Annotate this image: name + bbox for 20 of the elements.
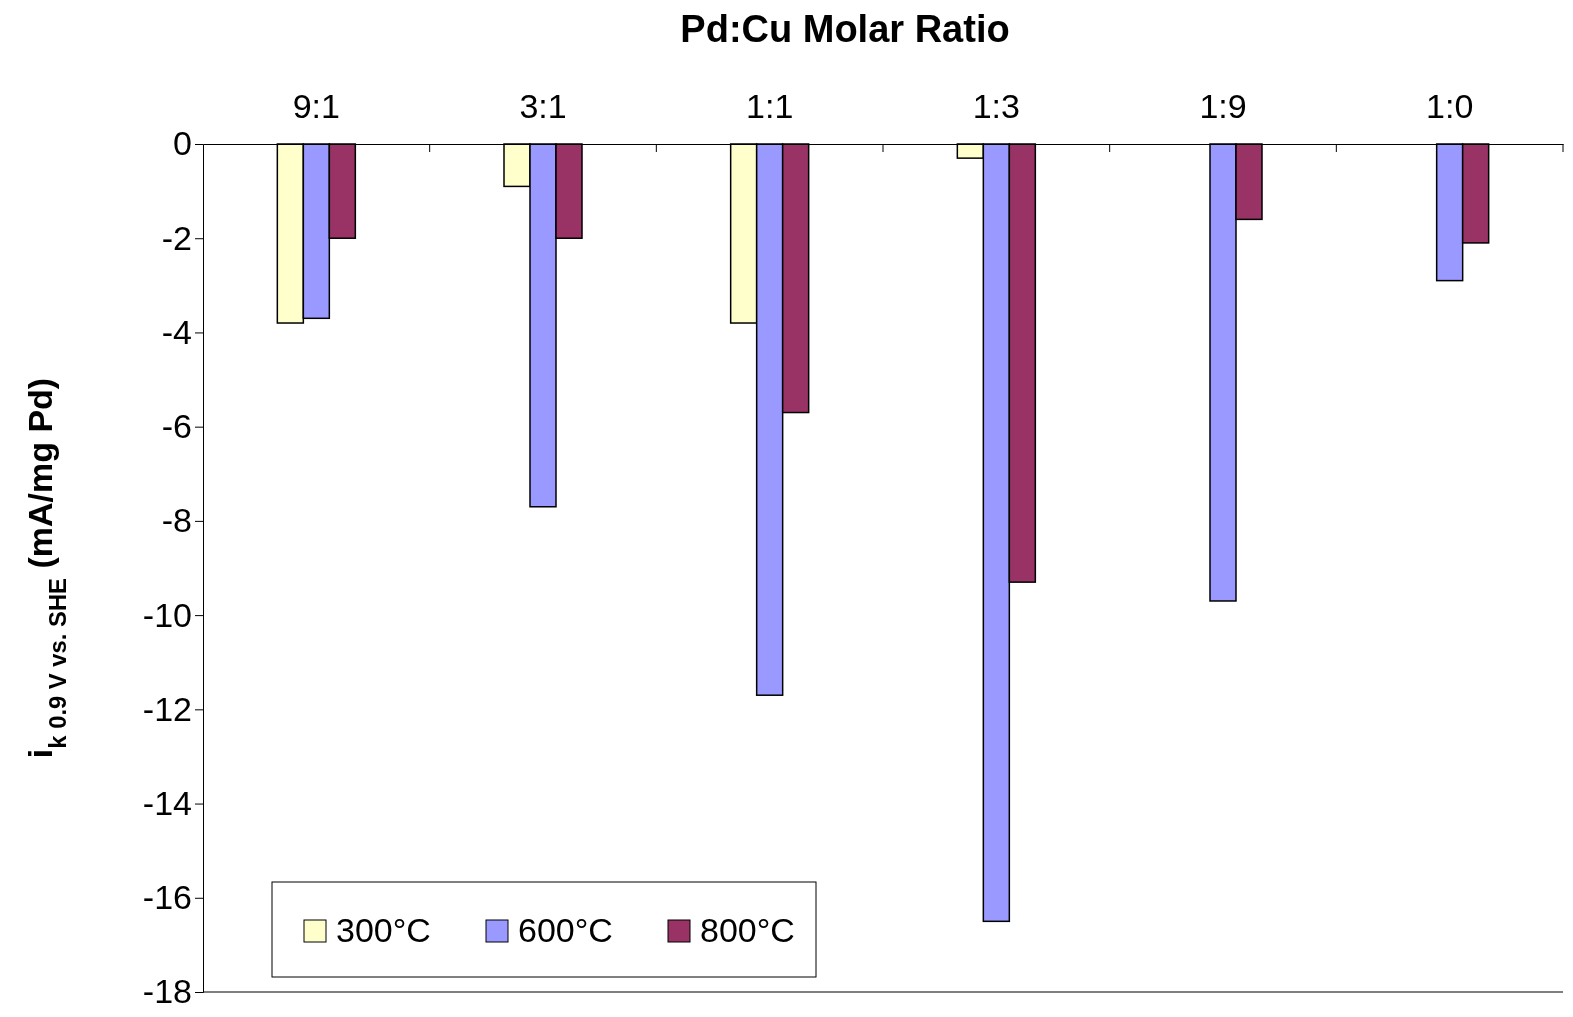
y-tick-label: 0 — [173, 124, 192, 163]
y-tick-label: -16 — [142, 878, 192, 917]
x-tick-label: 1:9 — [1199, 87, 1247, 125]
y-tick-label: -14 — [142, 783, 192, 822]
legend-label: 800°C — [700, 911, 795, 949]
x-tick-label: 3:1 — [519, 87, 567, 125]
x-tick-label: 1:0 — [1426, 87, 1474, 125]
y-tick-label: -4 — [161, 312, 192, 351]
y-tick-label: -8 — [161, 501, 192, 540]
x-axis-title: Pd:Cu Molar Ratio — [680, 8, 1010, 50]
x-tick-label: 1:1 — [746, 87, 794, 125]
legend-label: 300°C — [336, 911, 431, 949]
y-tick-label: -6 — [161, 407, 192, 446]
y-tick-label: -18 — [142, 972, 192, 1011]
legend-label: 600°C — [518, 911, 613, 949]
y-tick-label: -10 — [142, 595, 192, 634]
x-tick-label: 9:1 — [292, 87, 340, 125]
y-tick-label: -12 — [142, 689, 192, 728]
x-tick-label: 1:3 — [972, 87, 1020, 125]
y-tick-label: -2 — [161, 218, 192, 257]
